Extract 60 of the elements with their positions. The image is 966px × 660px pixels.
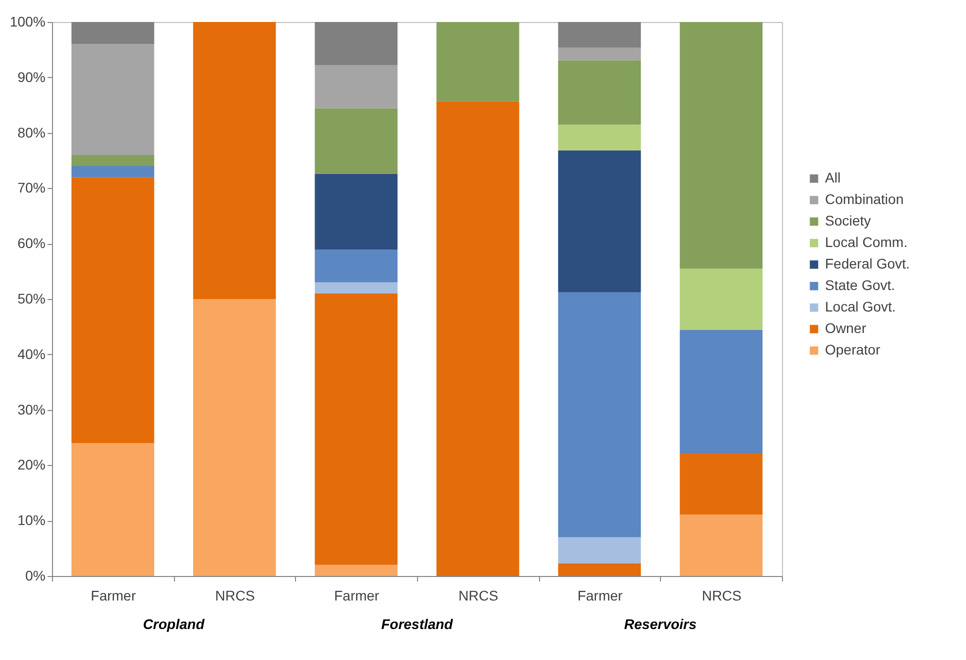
bar [436, 101, 520, 576]
bar [314, 22, 398, 66]
bar [680, 453, 763, 515]
text: Forestland [381, 616, 454, 632]
bar [314, 564, 398, 576]
legend-label: All [825, 170, 841, 186]
y-tick-label: 80% [17, 124, 46, 140]
bar [71, 443, 154, 576]
bar [558, 292, 641, 538]
bar [558, 537, 641, 564]
legend-label: Local Comm. [825, 234, 908, 250]
legend-label: Owner [825, 320, 867, 336]
legend-label: Operator [825, 342, 881, 358]
bar [680, 268, 763, 330]
y-tick-label: 0% [25, 568, 46, 584]
legend-label: State Govt. [825, 277, 896, 294]
bar [314, 174, 398, 250]
bar [558, 563, 641, 576]
y-tick-label: 40% [17, 346, 46, 362]
bar [314, 282, 398, 294]
bar [680, 330, 763, 454]
bar [558, 47, 641, 60]
bar [71, 154, 154, 166]
bar [558, 124, 641, 151]
text: Reservoirs [624, 616, 697, 632]
y-tick-label: 50% [17, 290, 46, 306]
bar [193, 22, 276, 299]
y-tick-label: 10% [17, 512, 46, 528]
bar [314, 65, 398, 108]
legend-label: Combination [825, 191, 904, 208]
x-tick-label: Farmer [577, 588, 623, 604]
legend-label: Federal Govt. [825, 256, 910, 272]
x-tick-label: NRCS [215, 588, 255, 604]
y-tick-label: 100% [10, 14, 46, 30]
bar [71, 44, 154, 155]
y-tick-label: 60% [17, 235, 46, 252]
y-tick-label: 70% [17, 180, 46, 196]
text: Cropland [142, 616, 205, 632]
x-tick-label: NRCS [458, 588, 498, 604]
bar [680, 22, 763, 269]
y-tick-label: 90% [17, 68, 46, 85]
bar [71, 166, 154, 178]
y-tick-label: 30% [17, 401, 46, 418]
x-tick-label: Farmer [334, 588, 380, 604]
bar [558, 22, 641, 48]
bar [558, 150, 641, 292]
bar [314, 108, 398, 174]
x-tick-label: NRCS [702, 588, 742, 604]
legend-label: Society [825, 212, 871, 229]
bar [193, 299, 276, 576]
legend-label: Local Govt. [825, 298, 896, 315]
y-tick-label: 20% [17, 456, 46, 473]
bar [71, 177, 154, 444]
bar [680, 514, 763, 576]
bar [436, 22, 520, 102]
x-tick-label: Farmer [90, 588, 136, 604]
bar [314, 293, 398, 565]
bar [314, 250, 398, 282]
bar [558, 60, 641, 124]
bar [71, 22, 154, 44]
